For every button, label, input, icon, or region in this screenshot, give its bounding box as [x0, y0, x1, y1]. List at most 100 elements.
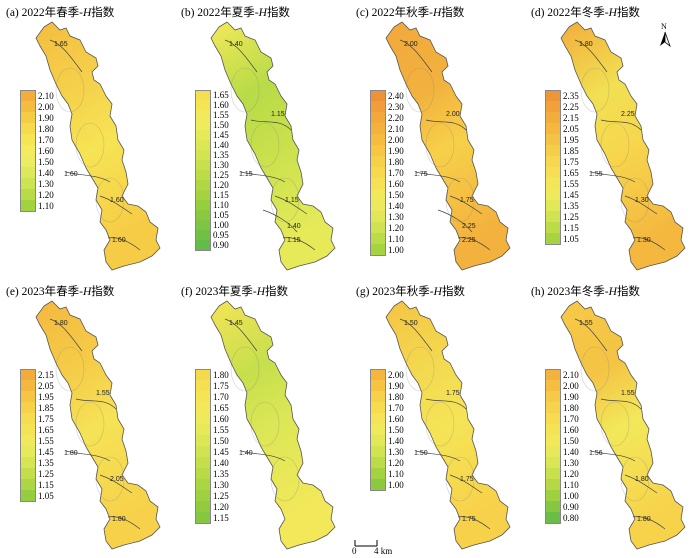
contour-ring	[405, 346, 435, 392]
contour-ring	[620, 456, 650, 502]
panel-title-prefix: (g) 2023年秋季-	[356, 286, 434, 298]
contour-label: 1.55	[589, 171, 603, 178]
legend-label: 1.70	[38, 134, 54, 145]
legend-label: 1.70	[213, 391, 229, 402]
contour-line	[425, 398, 467, 410]
legend-label: 0.80	[563, 512, 579, 523]
contour-ring	[425, 401, 455, 447]
contour-label: 1.65	[54, 41, 68, 48]
study-area-shape	[35, 21, 161, 271]
panel-title-suffix: 指数	[441, 7, 465, 19]
map-area: 1.65 1.60 1.60 1.60	[35, 21, 161, 271]
panel-title-prefix: (a) 2022年春季-	[6, 7, 83, 19]
legend-label: 2.30	[388, 101, 404, 112]
contour-line	[457, 516, 491, 530]
scale-bar-end: 4 km	[374, 546, 393, 556]
legend-label: 1.90	[563, 391, 579, 402]
panel-title: (e) 2023年春季-H指数	[6, 283, 114, 299]
panel-title-suffix: 指数	[266, 7, 290, 19]
panel-title-index: H	[608, 7, 617, 19]
contour-label: 1.55	[579, 320, 593, 327]
map-panel-f: (f) 2023年夏季-H指数 1.45 1.40 1.80 1.75 1.70 1.65 1…	[175, 279, 350, 558]
map-area: 1.55 1.56 1.80 1.80 1.55	[560, 300, 686, 550]
map-panel-e: (e) 2023年春季-H指数 1.80 1.80 2.05 1.80 1.55 2.15 2…	[0, 279, 175, 558]
map-area: 1.40 1.15 1.15 1.15 1.15 1.40	[210, 21, 336, 271]
contour-label: 1.80	[54, 320, 68, 327]
legend-label: 1.40	[213, 140, 229, 150]
legend-label: 2.00	[563, 380, 579, 391]
contour-ring	[75, 122, 105, 168]
legend-swatch	[370, 479, 386, 491]
legend-label: 1.60	[213, 413, 229, 424]
legend-label: 1.65	[213, 90, 229, 100]
contour-line	[250, 119, 292, 131]
legend-label: 1.05	[38, 490, 54, 501]
contour-label: 2.25	[621, 111, 635, 118]
contour-line	[457, 237, 491, 251]
contour-ring	[445, 456, 475, 502]
legend-label: 1.80	[388, 156, 404, 167]
legend-label: 1.70	[388, 167, 404, 178]
legend-label: 1.50	[213, 120, 229, 130]
contour-line	[437, 209, 473, 233]
contour-label: 1.55	[96, 390, 110, 397]
contour-ring	[270, 177, 300, 223]
legend-label: 1.40	[213, 457, 229, 468]
contour-line	[415, 450, 461, 462]
contour-line	[107, 516, 141, 530]
panel-title-prefix: (d) 2022年冬季-	[531, 7, 609, 19]
map-panel-c: (c) 2022年秋季-H指数 2.00 1.75 1.75 2.25 2.00 2.25 2…	[350, 0, 525, 279]
contour-ring	[250, 401, 280, 447]
legend-label: 1.20	[213, 180, 229, 190]
legend-label: 1.30	[213, 479, 229, 490]
legend-label: 1.55	[213, 424, 229, 435]
legend-label: 1.30	[213, 160, 229, 170]
legend-label: 1.50	[388, 424, 404, 435]
legend-label: 1.45	[213, 130, 229, 140]
contour-label: 1.55	[621, 390, 635, 397]
contour-ring	[600, 122, 630, 168]
legend-label: 1.05	[563, 233, 579, 244]
contour-line	[632, 516, 666, 530]
legend-label: 1.50	[38, 156, 54, 167]
legend-label: 1.60	[388, 413, 404, 424]
contour-line	[399, 318, 433, 352]
panel-title-prefix: (e) 2023年春季-	[6, 286, 83, 298]
legend-label: 1.15	[213, 190, 229, 200]
panel-title-suffix: 指数	[265, 286, 289, 298]
contour-line	[224, 39, 258, 73]
contour-line	[449, 474, 483, 494]
contour-ring	[580, 67, 610, 113]
contour-ring	[95, 177, 125, 223]
panel-title-suffix: 指数	[91, 286, 115, 298]
contour-line	[282, 237, 316, 251]
contour-label: 1.45	[229, 320, 243, 327]
legend-label: 1.80	[563, 402, 579, 413]
contour-ring	[405, 67, 435, 113]
map-area: 1.45 1.40	[210, 300, 336, 550]
contour-label: 1.80	[635, 476, 649, 483]
legend-label: 1.75	[563, 156, 579, 167]
legend-label: 2.40	[388, 90, 404, 101]
legend-swatch	[195, 512, 211, 524]
contour-label: 1.40	[239, 450, 253, 457]
legend-label: 1.00	[388, 479, 404, 490]
legend-label: 1.00	[563, 490, 579, 501]
legend-label: 1.00	[388, 244, 404, 255]
contour-label: 1.75	[460, 476, 474, 483]
study-area-shape	[35, 300, 161, 550]
north-arrow-icon: N	[655, 22, 675, 50]
north-label: N	[661, 22, 667, 31]
contour-line	[574, 39, 608, 73]
panel-title-prefix: (f) 2023年夏季-	[181, 286, 257, 298]
legend-label: 1.40	[388, 435, 404, 446]
legend-label: 2.00	[38, 101, 54, 112]
panel-title: (c) 2022年秋季-H指数	[356, 4, 464, 20]
contour-label: 1.15	[287, 237, 301, 244]
contour-ring	[620, 177, 650, 223]
panel-title-index: H	[258, 7, 267, 19]
contour-ring	[230, 67, 260, 113]
legend-label: 0.90	[563, 501, 579, 512]
legend-label: 1.85	[563, 145, 579, 156]
contour-line	[262, 209, 298, 233]
